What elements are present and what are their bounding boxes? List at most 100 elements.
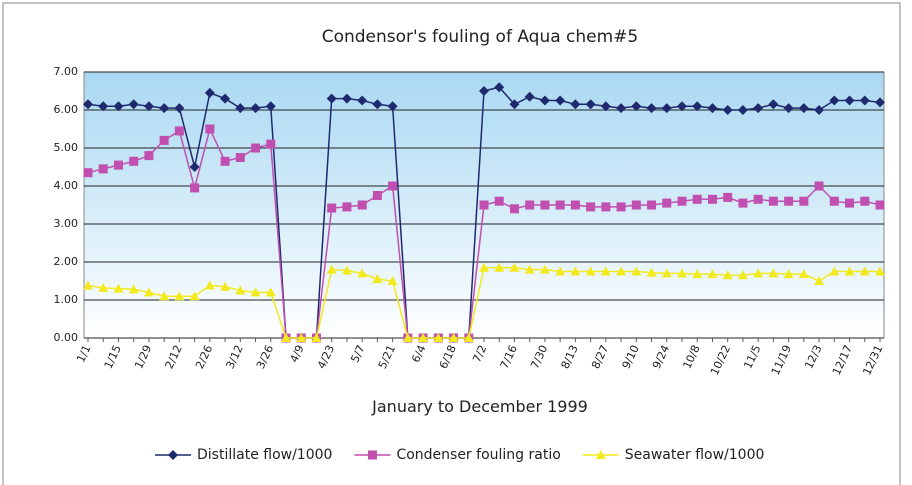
point (829, 196, 839, 206)
point (737, 105, 748, 115)
point (524, 264, 535, 274)
point (860, 196, 870, 206)
point (798, 103, 809, 114)
point (555, 266, 566, 276)
point (859, 266, 870, 276)
y-tick-label: 2.00 (54, 255, 79, 268)
legend-label: Seawater flow/1000 (625, 447, 765, 463)
point (387, 276, 398, 285)
point (677, 101, 687, 112)
point (372, 99, 383, 110)
point (387, 101, 398, 112)
point (661, 103, 672, 114)
point (539, 95, 550, 106)
point (646, 267, 657, 277)
point (768, 196, 778, 206)
point (251, 143, 261, 153)
x-tick-label: 9/10 (620, 343, 642, 371)
point (311, 333, 322, 342)
point (539, 264, 550, 274)
point (357, 268, 368, 278)
x-axis-title: January to December 1999 (371, 397, 588, 416)
x-tick-label: 8/27 (589, 343, 611, 371)
x-tick-label: 7/16 (498, 343, 520, 371)
point (555, 200, 565, 210)
point (494, 262, 505, 272)
point (479, 200, 489, 210)
point (585, 99, 596, 110)
point (189, 162, 200, 172)
y-tick-label: 4.00 (54, 179, 79, 192)
y-tick-label: 0.00 (54, 331, 79, 344)
point (189, 291, 200, 301)
point (737, 270, 748, 280)
point (98, 164, 108, 174)
point (859, 95, 870, 106)
x-tick-label: 12/3 (802, 343, 824, 371)
point (661, 268, 672, 278)
point (143, 287, 154, 297)
point (129, 156, 139, 166)
point (418, 333, 429, 342)
x-tick-label: 7/30 (528, 343, 550, 371)
point (509, 262, 520, 272)
point (250, 103, 261, 114)
point (174, 103, 185, 114)
point (174, 126, 184, 136)
point (783, 103, 794, 114)
point (646, 103, 657, 114)
point (341, 265, 352, 275)
point (707, 194, 717, 204)
point (692, 101, 703, 112)
point (281, 333, 291, 342)
point (433, 333, 444, 342)
x-tick-label: 5/21 (376, 343, 398, 371)
point (168, 450, 178, 460)
point (570, 266, 581, 276)
point (98, 282, 109, 292)
x-tick-label: 4/23 (315, 343, 337, 371)
point (220, 93, 231, 104)
point (463, 333, 474, 342)
point (768, 268, 779, 278)
point (844, 95, 855, 106)
point (585, 266, 596, 276)
point (875, 200, 885, 210)
point (296, 333, 307, 342)
point (586, 202, 596, 212)
x-tick-label: 6/18 (437, 343, 459, 371)
point (524, 91, 535, 102)
point (372, 274, 383, 284)
point (753, 268, 764, 278)
point (616, 266, 627, 276)
point (692, 194, 702, 204)
point (738, 198, 748, 208)
x-tick-label: 7/2 (470, 343, 489, 365)
point (265, 101, 276, 112)
point (479, 262, 489, 272)
point (204, 280, 215, 290)
point (784, 196, 794, 206)
x-tick-label: 5/7 (348, 343, 367, 365)
y-tick-label: 6.00 (54, 103, 79, 116)
point (707, 103, 718, 114)
x-tick-label: 3/12 (224, 343, 246, 371)
point (357, 200, 367, 210)
point (722, 270, 733, 280)
point (723, 192, 733, 202)
point (768, 99, 779, 110)
x-tick-label: 4/9 (287, 343, 306, 365)
point (113, 283, 124, 293)
x-tick-label: 11/5 (741, 343, 763, 371)
point (367, 450, 377, 460)
point (875, 97, 885, 108)
point (342, 202, 352, 212)
point (692, 269, 703, 279)
point (220, 281, 231, 291)
point (814, 181, 824, 191)
point (83, 168, 93, 178)
x-tick-label: 10/8 (680, 343, 702, 371)
point (448, 333, 459, 342)
